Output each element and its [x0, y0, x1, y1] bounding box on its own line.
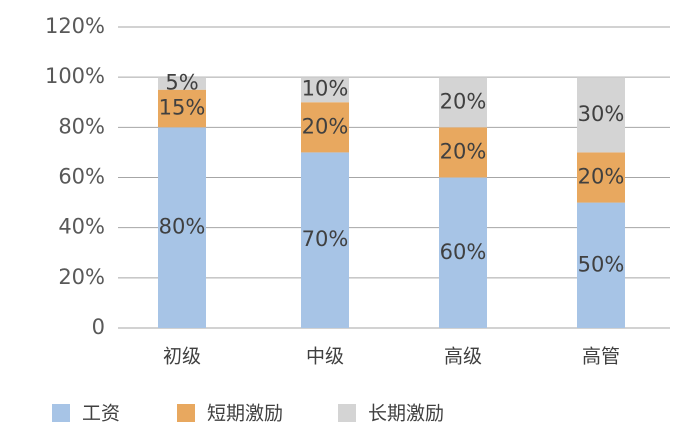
x-tick-label: 高管	[582, 346, 620, 368]
data-label: 5%	[165, 70, 198, 94]
x-tick-label: 中级	[306, 346, 344, 368]
y-tick-label: 20%	[58, 265, 105, 289]
bar-segment	[439, 77, 487, 128]
bar-segment	[301, 152, 349, 328]
bar-segment	[301, 102, 349, 153]
legend-swatch	[52, 404, 70, 422]
legend-label: 工资	[82, 403, 120, 425]
data-label: 30%	[578, 102, 625, 126]
data-label: 10%	[302, 77, 349, 101]
data-label: 60%	[440, 240, 487, 264]
data-label: 70%	[302, 227, 349, 251]
y-tick-label: 120%	[45, 14, 105, 38]
legend-swatch	[177, 404, 195, 422]
y-tick-label: 100%	[45, 64, 105, 88]
y-tick-label: 0	[92, 315, 105, 339]
data-label: 50%	[578, 252, 625, 276]
data-label: 20%	[578, 165, 625, 189]
y-tick-label: 40%	[58, 215, 105, 239]
legend-label: 短期激励	[207, 403, 283, 425]
bar-segment	[158, 77, 206, 90]
x-tick-label: 高级	[444, 346, 482, 368]
y-tick-label: 80%	[58, 114, 105, 138]
bar-segment	[301, 77, 349, 103]
data-label: 20%	[302, 114, 349, 138]
legend-swatch	[338, 404, 356, 422]
bar-segment	[439, 177, 487, 328]
bar-segment	[158, 89, 206, 128]
data-label: 20%	[440, 89, 487, 113]
bar-segment	[439, 127, 487, 178]
data-label: 20%	[440, 139, 487, 163]
bar-segment	[577, 202, 625, 328]
bar-segment	[158, 127, 206, 328]
data-label: 15%	[159, 96, 206, 120]
bar-segment	[577, 152, 625, 203]
legend-label: 长期激励	[368, 403, 444, 425]
data-label: 80%	[159, 215, 206, 239]
bar-segment	[577, 77, 625, 153]
y-tick-label: 60%	[58, 165, 105, 189]
x-tick-label: 初级	[163, 346, 201, 368]
